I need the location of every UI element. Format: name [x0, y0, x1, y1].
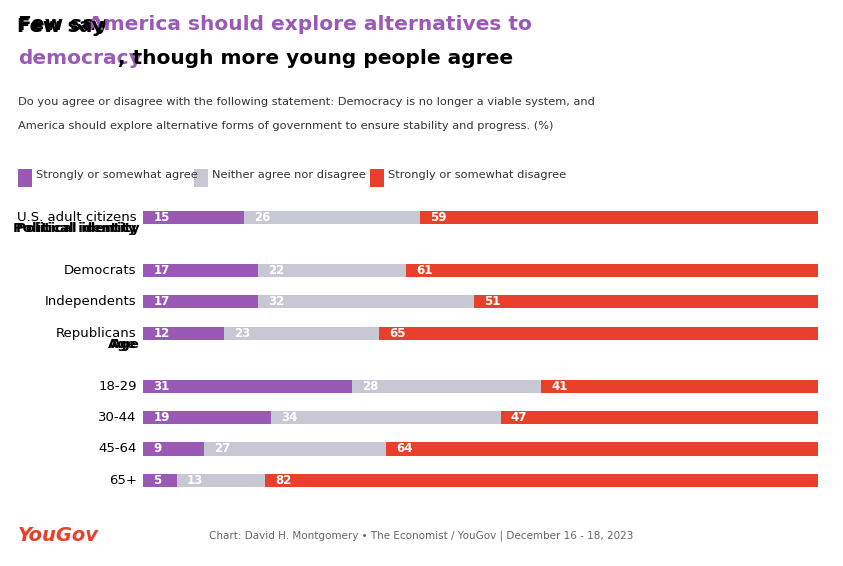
Bar [258, 295, 474, 308]
Text: 59: 59 [430, 211, 447, 224]
Text: Independents: Independents [45, 295, 137, 308]
Text: YouGov: YouGov [18, 526, 99, 545]
Bar [474, 295, 818, 308]
Text: 26: 26 [255, 211, 271, 224]
Text: 5: 5 [153, 474, 162, 487]
Bar [143, 411, 271, 424]
Bar [143, 327, 224, 340]
Text: 65: 65 [389, 327, 406, 340]
Bar [143, 380, 352, 393]
Text: 19: 19 [153, 411, 169, 424]
Bar [143, 264, 258, 277]
Text: Few say: Few say [17, 17, 111, 36]
FancyBboxPatch shape [18, 169, 32, 187]
Text: 82: 82 [275, 474, 291, 487]
Text: 41: 41 [551, 380, 567, 393]
Text: 32: 32 [268, 295, 284, 308]
Bar [501, 411, 818, 424]
Bar [379, 327, 818, 340]
Bar [224, 327, 379, 340]
Text: 15: 15 [153, 211, 169, 224]
Text: U.S. adult citizens: U.S. adult citizens [17, 211, 137, 224]
Text: 51: 51 [484, 295, 500, 308]
Bar [244, 211, 420, 224]
Text: Democrats: Democrats [64, 264, 137, 277]
Text: 30-44: 30-44 [98, 411, 137, 424]
Text: Age: Age [111, 337, 140, 350]
Text: America should explore alternatives to: America should explore alternatives to [88, 15, 532, 35]
Text: 17: 17 [153, 264, 169, 277]
Bar [177, 474, 265, 487]
Text: Few say: Few say [18, 15, 115, 35]
Text: Republicans: Republicans [56, 327, 137, 340]
Text: Strongly or somewhat disagree: Strongly or somewhat disagree [388, 170, 566, 181]
Text: 9: 9 [153, 443, 162, 456]
FancyBboxPatch shape [370, 169, 384, 187]
Text: 28: 28 [362, 380, 379, 393]
Bar [143, 443, 204, 456]
Text: 65+: 65+ [109, 474, 137, 487]
Bar [265, 474, 818, 487]
Text: Strongly or somewhat agree: Strongly or somewhat agree [36, 170, 198, 181]
Text: Neither agree nor disagree: Neither agree nor disagree [212, 170, 366, 181]
Text: 64: 64 [396, 443, 413, 456]
Bar [143, 211, 244, 224]
Bar [406, 264, 818, 277]
Text: 34: 34 [282, 411, 298, 424]
Text: 61: 61 [416, 264, 432, 277]
Bar [271, 411, 501, 424]
Text: Do you agree or disagree with the following statement: Democracy is no longer a : Do you agree or disagree with the follow… [18, 97, 595, 108]
Bar [352, 380, 541, 393]
Text: Age: Age [108, 337, 137, 350]
Text: 13: 13 [187, 474, 203, 487]
Text: America should explore alternative forms of government to ensure stability and p: America should explore alternative forms… [18, 121, 553, 131]
Bar [541, 380, 818, 393]
Text: 45-64: 45-64 [98, 443, 137, 456]
Text: Political identity: Political identity [13, 222, 137, 235]
FancyBboxPatch shape [194, 169, 208, 187]
Text: Political identity: Political identity [16, 222, 140, 235]
Text: 27: 27 [214, 443, 230, 456]
Text: democracy: democracy [18, 49, 142, 68]
Text: 22: 22 [268, 264, 284, 277]
Bar [386, 443, 818, 456]
Bar [143, 474, 177, 487]
Bar [143, 295, 258, 308]
Text: 12: 12 [153, 327, 169, 340]
Text: 23: 23 [234, 327, 250, 340]
Text: 17: 17 [153, 295, 169, 308]
Text: 31: 31 [153, 380, 169, 393]
Bar [258, 264, 406, 277]
Text: 47: 47 [511, 411, 527, 424]
Bar [420, 211, 818, 224]
Text: 18-29: 18-29 [98, 380, 137, 393]
Text: Chart: David H. Montgomery • The Economist / YouGov | December 16 - 18, 2023: Chart: David H. Montgomery • The Economi… [209, 530, 634, 541]
Bar [204, 443, 386, 456]
Text: , though more young people agree: , though more young people agree [118, 49, 513, 68]
